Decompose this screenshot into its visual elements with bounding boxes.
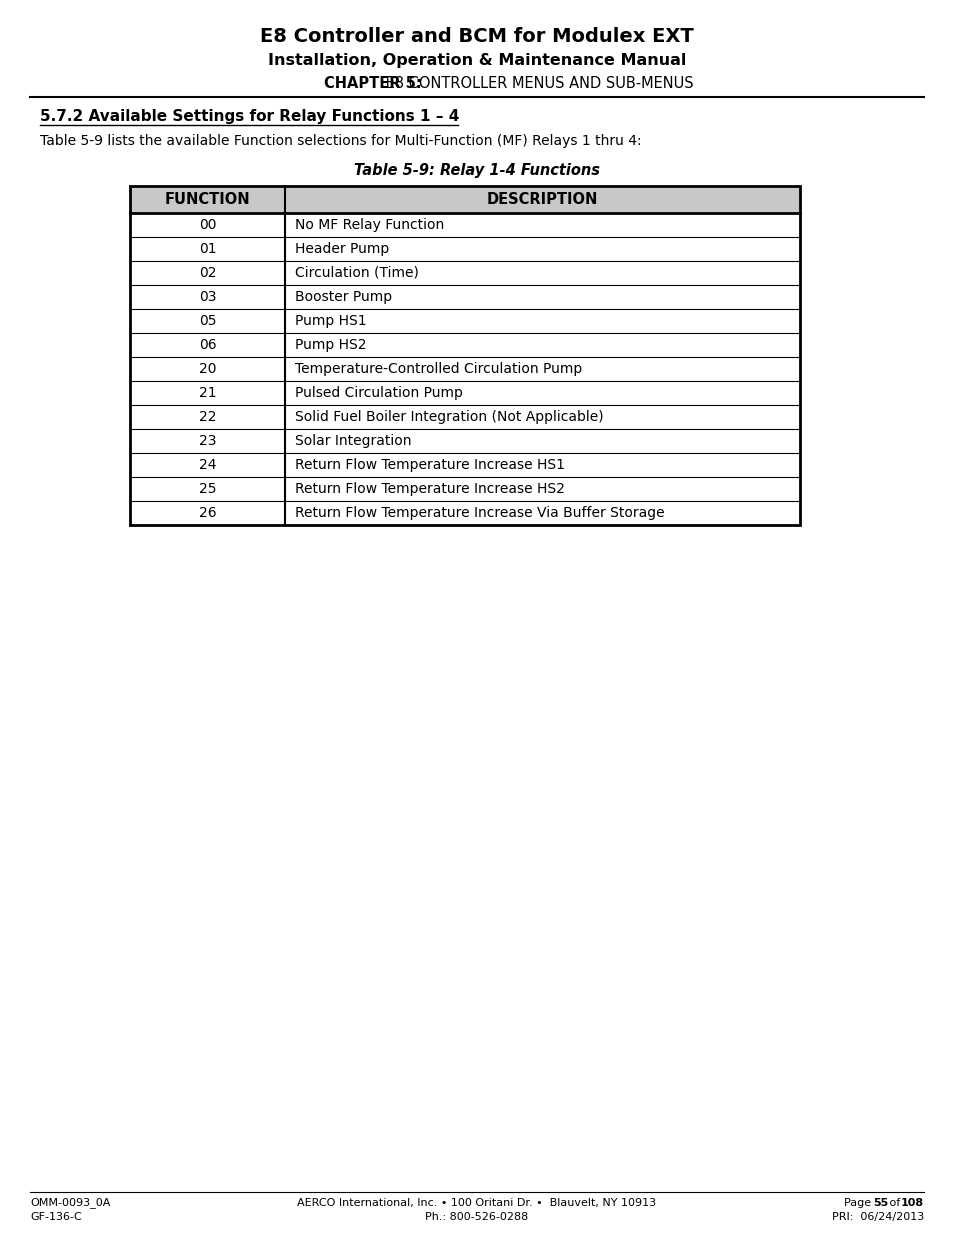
Text: 23: 23 (198, 433, 216, 448)
Text: Pump HS1: Pump HS1 (294, 314, 366, 329)
Text: Return Flow Temperature Increase Via Buffer Storage: Return Flow Temperature Increase Via Buf… (294, 506, 664, 520)
Text: Solar Integration: Solar Integration (294, 433, 411, 448)
Text: 22: 22 (198, 410, 216, 424)
Text: Header Pump: Header Pump (294, 242, 389, 256)
Text: CHAPTER 5:: CHAPTER 5: (324, 75, 422, 90)
Text: E8 CONTROLLER MENUS AND SUB-MENUS: E8 CONTROLLER MENUS AND SUB-MENUS (381, 75, 694, 90)
Text: 02: 02 (198, 266, 216, 280)
Text: 01: 01 (198, 242, 216, 256)
Text: Table 5-9 lists the available Function selections for Multi-Function (MF) Relays: Table 5-9 lists the available Function s… (40, 135, 641, 148)
Text: 5.7.2 Available Settings for Relay Functions 1 – 4: 5.7.2 Available Settings for Relay Funct… (40, 110, 459, 125)
Text: No MF Relay Function: No MF Relay Function (294, 219, 444, 232)
Text: of: of (885, 1198, 903, 1208)
Text: 05: 05 (198, 314, 216, 329)
Text: Temperature-Controlled Circulation Pump: Temperature-Controlled Circulation Pump (294, 362, 581, 375)
Text: 20: 20 (198, 362, 216, 375)
Bar (130, 186, 800, 212)
Text: Installation, Operation & Maintenance Manual: Installation, Operation & Maintenance Ma… (268, 53, 685, 68)
Text: Booster Pump: Booster Pump (294, 290, 392, 304)
Text: Ph.: 800-526-0288: Ph.: 800-526-0288 (425, 1212, 528, 1221)
Text: 25: 25 (198, 482, 216, 496)
Text: E8 Controller and BCM for Modulex EXT: E8 Controller and BCM for Modulex EXT (260, 26, 693, 46)
Text: PRI:  06/24/2013: PRI: 06/24/2013 (831, 1212, 923, 1221)
Text: 55: 55 (872, 1198, 887, 1208)
Text: 06: 06 (198, 338, 216, 352)
Text: Pump HS2: Pump HS2 (294, 338, 366, 352)
Text: Circulation (Time): Circulation (Time) (294, 266, 418, 280)
Text: FUNCTION: FUNCTION (165, 191, 250, 207)
Text: Solid Fuel Boiler Integration (Not Applicable): Solid Fuel Boiler Integration (Not Appli… (294, 410, 603, 424)
Text: 26: 26 (198, 506, 216, 520)
Text: GF-136-C: GF-136-C (30, 1212, 82, 1221)
Text: 00: 00 (198, 219, 216, 232)
Text: 03: 03 (198, 290, 216, 304)
Text: OMM-0093_0A: OMM-0093_0A (30, 1198, 111, 1209)
Text: DESCRIPTION: DESCRIPTION (486, 191, 598, 207)
Text: 24: 24 (198, 458, 216, 472)
Text: Page: Page (843, 1198, 874, 1208)
Text: Pulsed Circulation Pump: Pulsed Circulation Pump (294, 387, 462, 400)
Text: 108: 108 (900, 1198, 923, 1208)
Text: 21: 21 (198, 387, 216, 400)
Text: AERCO International, Inc. • 100 Oritani Dr. •  Blauvelt, NY 10913: AERCO International, Inc. • 100 Oritani … (297, 1198, 656, 1208)
Text: Return Flow Temperature Increase HS2: Return Flow Temperature Increase HS2 (294, 482, 564, 496)
Bar (130, 186, 800, 525)
Text: Return Flow Temperature Increase HS1: Return Flow Temperature Increase HS1 (294, 458, 564, 472)
Text: Table 5-9: Relay 1-4 Functions: Table 5-9: Relay 1-4 Functions (354, 163, 599, 179)
